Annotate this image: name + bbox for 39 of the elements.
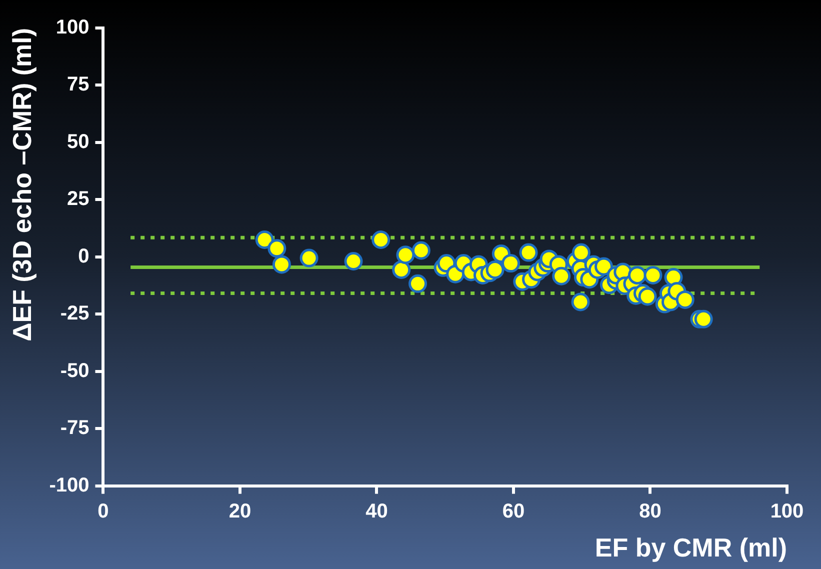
y-tick-label: -100 (49, 474, 90, 496)
point (502, 254, 520, 273)
x-tick-label: 0 (98, 500, 109, 522)
point (694, 310, 713, 328)
x-tick-label: 40 (366, 500, 388, 522)
point (372, 230, 390, 249)
point (392, 260, 411, 279)
y-tick-label: 75 (66, 74, 90, 96)
y-tick-label: -50 (60, 360, 90, 382)
point (638, 287, 657, 306)
point (628, 266, 647, 284)
y-tick-label: 0 (78, 245, 90, 268)
point (344, 252, 363, 270)
x-tick-label: 100 (770, 500, 804, 522)
point (268, 239, 286, 258)
point (644, 266, 662, 284)
point (486, 260, 504, 279)
point (571, 292, 590, 312)
y-tick-label: -25 (60, 302, 90, 325)
point (594, 257, 613, 276)
y-tick-label: 50 (66, 130, 90, 153)
point (408, 274, 428, 293)
point (396, 246, 415, 264)
y-axis-title: ΔEF (3D echo –CMR) (ml) (6, 28, 37, 342)
y-tick-label: -75 (60, 417, 90, 440)
x-tick-label: 80 (639, 500, 662, 522)
x-tick-label: 20 (228, 500, 252, 522)
y-tick-label: 25 (66, 188, 90, 210)
x-tick-label: 60 (502, 500, 525, 522)
point (552, 266, 571, 286)
point (272, 255, 291, 274)
point (300, 248, 318, 268)
y-tick-label: 100 (56, 16, 90, 39)
point (255, 230, 274, 249)
point (676, 290, 694, 309)
x-axis-title: EF by CMR (ml) (594, 532, 787, 563)
point (572, 243, 590, 262)
point (412, 241, 430, 260)
point (519, 243, 538, 262)
